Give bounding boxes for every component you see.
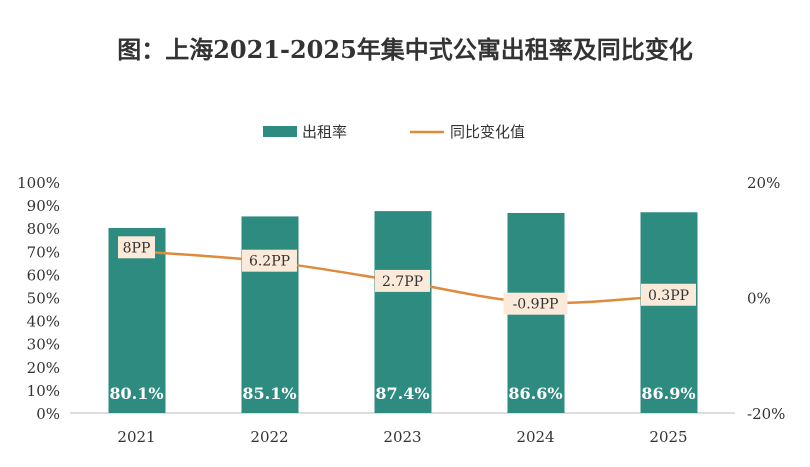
line-data-label: 2.7PP <box>382 274 423 290</box>
bar <box>374 211 432 413</box>
line-data-label-box <box>503 292 568 315</box>
bar <box>640 212 698 413</box>
x-tick-label: 2023 <box>383 428 421 446</box>
line-data-label-box <box>375 269 430 292</box>
legend-bar-swatch <box>263 126 297 137</box>
line-data-label-box <box>118 236 155 259</box>
left-tick-label: 10% <box>27 382 60 400</box>
left-tick-label: 50% <box>27 290 60 308</box>
chart-title: 图：上海2021-2025年集中式公寓出租率及同比变化 <box>117 35 693 64</box>
bar-data-label: 86.9% <box>641 384 695 403</box>
line-data-label: 8PP <box>123 240 151 256</box>
left-tick-label: 40% <box>27 313 60 331</box>
left-tick-label: 100% <box>17 174 60 192</box>
bar-data-label: 80.1% <box>109 384 163 403</box>
right-tick-label: 20% <box>747 174 780 192</box>
line-data-label-box <box>242 249 297 272</box>
left-tick-label: 20% <box>27 359 60 377</box>
left-tick-label: 80% <box>27 220 60 238</box>
line-data-label: 6.2PP <box>249 254 290 270</box>
line-data-label: -0.9PP <box>513 297 559 313</box>
left-tick-label: 60% <box>27 266 60 284</box>
right-tick-label: 0% <box>747 290 771 308</box>
bar <box>108 227 166 413</box>
line-data-label-box <box>641 283 696 306</box>
line-data-label: 0.3PP <box>648 288 689 304</box>
x-tick-label: 2022 <box>250 428 288 446</box>
left-tick-label: 30% <box>27 336 60 354</box>
bar <box>241 216 299 413</box>
left-tick-label: 90% <box>27 197 60 215</box>
bar-data-label: 86.6% <box>508 384 562 403</box>
x-tick-label: 2024 <box>516 428 554 446</box>
x-tick-label: 2021 <box>117 428 155 446</box>
x-tick-label: 2025 <box>649 428 687 446</box>
left-tick-label: 70% <box>27 243 60 261</box>
bar-data-label: 85.1% <box>242 384 296 403</box>
left-tick-label: 0% <box>36 405 60 423</box>
legend-line-label: 同比变化值 <box>450 123 525 141</box>
legend-bar-label: 出租率 <box>302 123 347 141</box>
bar-data-label: 87.4% <box>375 384 429 403</box>
right-tick-label: -20% <box>747 405 785 423</box>
